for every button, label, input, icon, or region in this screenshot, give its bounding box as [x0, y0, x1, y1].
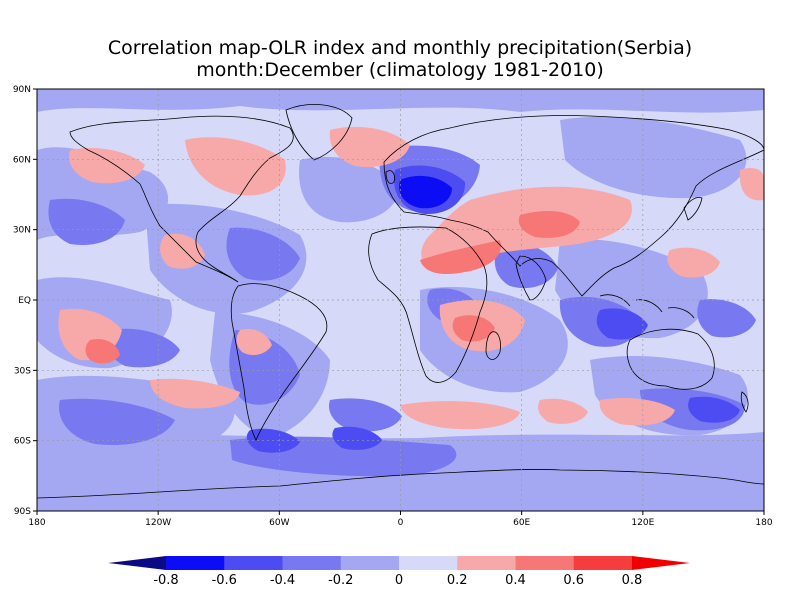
colorbar-segment [282, 556, 342, 570]
colorbar-label: 0.6 [563, 573, 584, 588]
coast-greenland [285, 104, 353, 161]
coast-japan [683, 197, 703, 221]
colorbar-low-arrow [108, 556, 166, 570]
lon-tick-label: 120W [145, 518, 171, 528]
coast-madagascar [485, 331, 501, 360]
coast-antarctica [37, 469, 764, 499]
coast-eurasia [383, 115, 764, 297]
colorbar-segment [340, 556, 400, 570]
colorbar-label: -0.2 [328, 573, 353, 588]
lat-tick-label: 60N [13, 155, 31, 165]
lat-tick-label: 90S [14, 507, 31, 517]
colorbar-segment [166, 556, 225, 570]
colorbar-segment [457, 556, 516, 570]
colorbar-segment [515, 556, 575, 570]
colorbar: -0.8 -0.6 -0.4 -0.2 0 0.2 0.4 0.6 0.8 [108, 556, 690, 588]
colorbar-label: -0.8 [153, 573, 178, 588]
coast-india [515, 255, 547, 301]
lat-tick-label: 90N [13, 85, 31, 95]
lat-tick-label: 30S [14, 366, 31, 376]
field-red [85, 210, 580, 364]
coast-british-isles [385, 170, 395, 184]
map-title-line-2: month:December (climatology 1981-2010) [196, 59, 604, 81]
coast-australia [626, 328, 715, 390]
coast-new-zealand [740, 391, 749, 413]
lat-tick-label: 30N [13, 226, 31, 236]
coast-north-america [69, 115, 294, 283]
coastlines [37, 104, 764, 499]
lat-tick-label: 60S [14, 437, 31, 447]
lon-tick-label: 0 [398, 518, 404, 528]
longitude-axis: 180 120W 60W 0 60E 120E 180 [28, 511, 773, 528]
lon-tick-label: 60E [513, 518, 530, 528]
colorbar-segment [224, 556, 283, 570]
map-grid [37, 89, 764, 511]
lon-tick-label: 180 [755, 518, 772, 528]
lat-tick-label: EQ [18, 296, 31, 306]
colorbar-label: 0.4 [505, 573, 526, 588]
colorbar-high-arrow [632, 556, 690, 570]
colorbar-label: 0.2 [447, 573, 468, 588]
colorbar-label: 0.8 [622, 573, 643, 588]
coast-africa [368, 226, 488, 383]
field-blue [246, 165, 740, 453]
map-title-line-1: Correlation map-OLR index and monthly pr… [107, 37, 693, 59]
colorbar-label: 0 [395, 573, 403, 588]
colorbar-label: -0.6 [212, 573, 237, 588]
colorbar-label: -0.4 [270, 573, 295, 588]
lon-tick-label: 120E [631, 518, 654, 528]
lon-tick-label: 180 [28, 518, 45, 528]
latitude-axis: 90N 60N 30N EQ 30S 60S 90S [13, 85, 37, 517]
field-dark-blue [399, 175, 452, 209]
lon-tick-label: 60W [269, 518, 289, 528]
coast-south-america [230, 283, 328, 441]
colorbar-segment [399, 556, 458, 570]
colorbar-segment [573, 556, 633, 570]
